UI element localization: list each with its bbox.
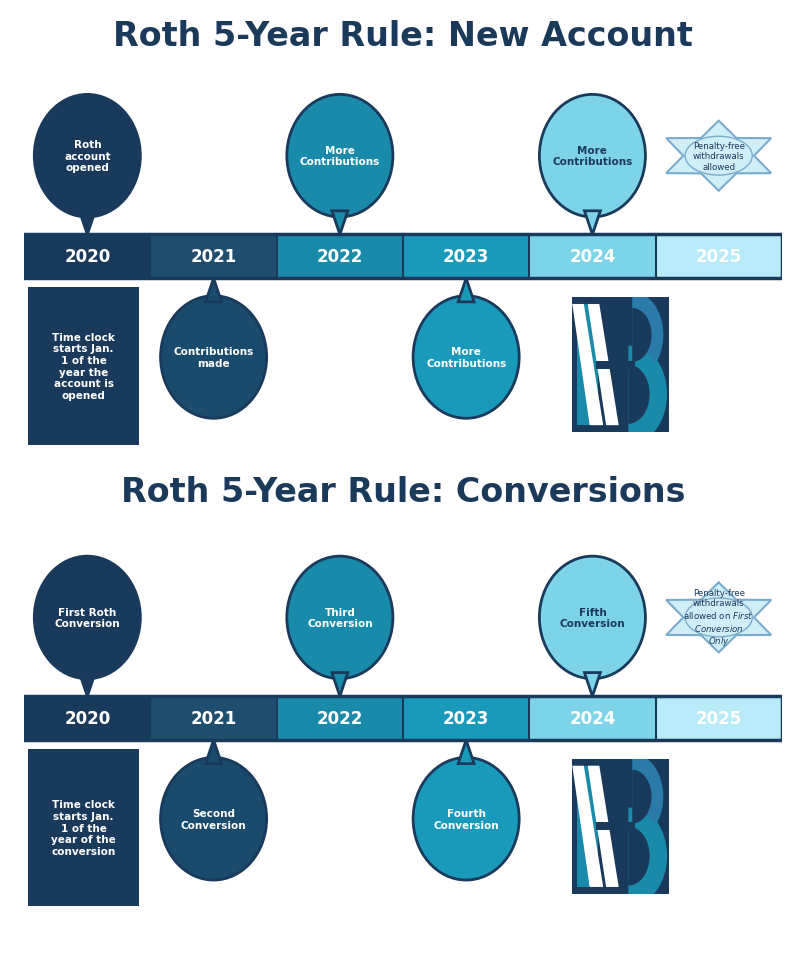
Circle shape	[685, 137, 752, 176]
FancyBboxPatch shape	[577, 766, 598, 887]
FancyBboxPatch shape	[596, 361, 635, 369]
Polygon shape	[332, 211, 348, 235]
FancyBboxPatch shape	[530, 235, 655, 279]
Text: Fourth
Conversion: Fourth Conversion	[434, 808, 499, 829]
Text: Time clock
starts Jan.
1 of the
year of the
conversion: Time clock starts Jan. 1 of the year of …	[51, 800, 116, 856]
Ellipse shape	[413, 757, 519, 880]
FancyBboxPatch shape	[655, 235, 782, 279]
Polygon shape	[572, 305, 603, 426]
FancyBboxPatch shape	[577, 305, 598, 426]
Polygon shape	[458, 279, 474, 303]
Text: More
Contributions: More Contributions	[426, 347, 506, 368]
Text: More
Contributions: More Contributions	[300, 146, 380, 167]
Text: Penalty-free
withdrawals
allowed: Penalty-free withdrawals allowed	[692, 141, 745, 171]
Polygon shape	[332, 673, 348, 697]
FancyBboxPatch shape	[151, 235, 276, 279]
Polygon shape	[79, 211, 95, 235]
Polygon shape	[79, 673, 95, 697]
Polygon shape	[588, 766, 619, 887]
Text: 2020: 2020	[64, 709, 110, 727]
Text: Roth
account
opened: Roth account opened	[64, 140, 110, 173]
FancyBboxPatch shape	[572, 298, 669, 432]
Wedge shape	[629, 346, 663, 443]
Wedge shape	[632, 753, 663, 840]
Wedge shape	[632, 292, 663, 379]
Text: 2022: 2022	[317, 709, 363, 727]
Text: 2023: 2023	[443, 709, 489, 727]
FancyBboxPatch shape	[28, 749, 139, 906]
Text: Roth 5-Year Rule: Conversions: Roth 5-Year Rule: Conversions	[121, 476, 685, 508]
Polygon shape	[667, 582, 771, 653]
Wedge shape	[629, 807, 663, 904]
Polygon shape	[667, 121, 771, 191]
Ellipse shape	[287, 556, 393, 679]
Text: 2022: 2022	[317, 248, 363, 266]
Wedge shape	[632, 753, 663, 840]
FancyBboxPatch shape	[572, 298, 635, 432]
Text: 2025: 2025	[696, 248, 742, 266]
FancyBboxPatch shape	[596, 823, 635, 830]
Text: 2024: 2024	[569, 709, 616, 727]
Text: First Roth
Conversion: First Roth Conversion	[55, 607, 120, 628]
Wedge shape	[629, 365, 650, 425]
Wedge shape	[629, 826, 650, 886]
FancyBboxPatch shape	[151, 697, 276, 740]
Polygon shape	[206, 279, 222, 303]
Text: 2025: 2025	[696, 709, 742, 727]
Text: 2020: 2020	[64, 248, 110, 266]
FancyBboxPatch shape	[572, 759, 669, 894]
Ellipse shape	[413, 296, 519, 419]
Ellipse shape	[160, 296, 267, 419]
Ellipse shape	[287, 95, 393, 218]
FancyBboxPatch shape	[28, 287, 139, 445]
Text: 2021: 2021	[190, 709, 237, 727]
Circle shape	[685, 599, 752, 637]
Text: 2024: 2024	[569, 248, 616, 266]
FancyBboxPatch shape	[655, 697, 782, 740]
Polygon shape	[584, 211, 600, 235]
Wedge shape	[632, 770, 651, 824]
Text: Fifth
Conversion: Fifth Conversion	[559, 607, 625, 628]
Wedge shape	[632, 308, 651, 362]
Polygon shape	[588, 305, 619, 426]
Ellipse shape	[35, 556, 140, 679]
Text: Time clock
starts Jan.
1 of the
year the
account is
opened: Time clock starts Jan. 1 of the year the…	[52, 333, 115, 401]
Text: Second
Conversion: Second Conversion	[181, 808, 247, 829]
Polygon shape	[206, 740, 222, 764]
Text: More
Contributions: More Contributions	[552, 146, 633, 167]
FancyBboxPatch shape	[530, 697, 655, 740]
FancyBboxPatch shape	[24, 235, 151, 279]
FancyBboxPatch shape	[403, 697, 530, 740]
Wedge shape	[632, 292, 663, 379]
Polygon shape	[572, 766, 603, 887]
FancyBboxPatch shape	[572, 759, 635, 894]
Text: 2021: 2021	[190, 248, 237, 266]
FancyBboxPatch shape	[276, 697, 403, 740]
Text: Penalty-free
withdrawals
allowed on $\it{First}$
$\it{Conversion}$
$\it{Only}$: Penalty-free withdrawals allowed on $\it…	[683, 588, 754, 648]
Polygon shape	[458, 740, 474, 764]
Ellipse shape	[539, 556, 646, 679]
Ellipse shape	[160, 757, 267, 880]
Wedge shape	[632, 346, 667, 443]
Ellipse shape	[35, 95, 140, 218]
Text: Contributions
made: Contributions made	[173, 347, 254, 368]
Text: Third
Conversion: Third Conversion	[307, 607, 372, 628]
Ellipse shape	[539, 95, 646, 218]
FancyBboxPatch shape	[24, 697, 151, 740]
Wedge shape	[632, 807, 667, 904]
Text: 2023: 2023	[443, 248, 489, 266]
FancyBboxPatch shape	[403, 235, 530, 279]
Text: Roth 5-Year Rule: New Account: Roth 5-Year Rule: New Account	[113, 20, 693, 53]
Polygon shape	[584, 673, 600, 697]
FancyBboxPatch shape	[276, 235, 403, 279]
